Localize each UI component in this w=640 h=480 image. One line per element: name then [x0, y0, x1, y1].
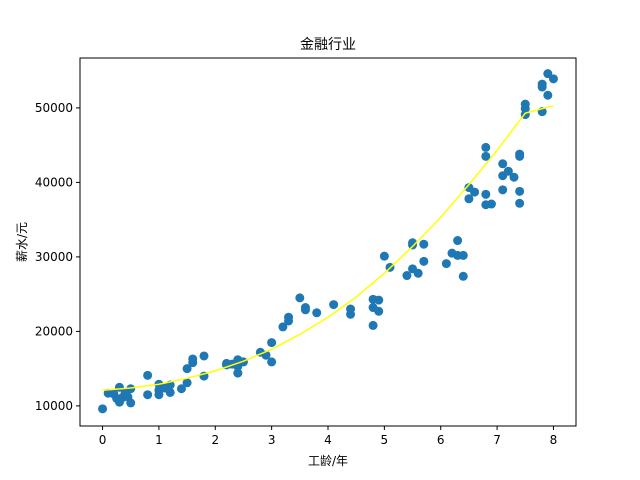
data-point: [515, 186, 525, 196]
data-point: [458, 271, 468, 281]
x-tick-label: 0: [99, 433, 107, 447]
data-point: [419, 239, 429, 249]
data-point: [143, 370, 153, 380]
data-point: [537, 82, 547, 92]
data-point: [453, 236, 463, 246]
data-point: [98, 404, 108, 414]
x-tick-label: 2: [211, 433, 219, 447]
data-point: [233, 368, 243, 378]
data-point: [379, 251, 389, 261]
fit-line: [102, 104, 554, 391]
data-point: [368, 320, 378, 330]
y-tick-label: 10000: [35, 399, 73, 413]
data-point: [486, 199, 496, 209]
data-point: [419, 256, 429, 266]
y-tick-label: 50000: [35, 101, 73, 115]
plot-area: 0 1 2 3 4 5 6 7 8 10000 20000 30000 40000 50000: [35, 57, 577, 447]
data-point: [543, 69, 553, 79]
data-point: [509, 172, 519, 182]
data-point: [199, 351, 209, 361]
data-point: [481, 151, 491, 161]
data-point: [182, 378, 192, 388]
data-point: [464, 194, 474, 204]
data-point: [143, 390, 153, 400]
data-point: [126, 398, 136, 408]
data-point: [374, 295, 384, 305]
data-point: [176, 384, 186, 394]
data-point: [267, 357, 277, 367]
data-point: [165, 387, 175, 397]
y-tick-label: 20000: [35, 324, 73, 338]
y-tick-label: 30000: [35, 250, 73, 264]
x-tick-label: 5: [381, 433, 389, 447]
x-tick-label: 4: [324, 433, 332, 447]
x-tick-label: 1: [155, 433, 163, 447]
data-point: [267, 338, 277, 348]
data-point: [481, 142, 491, 152]
data-point: [470, 187, 480, 197]
data-point: [515, 151, 525, 161]
data-point: [481, 189, 491, 199]
data-point: [300, 305, 310, 315]
y-tick-label: 40000: [35, 175, 73, 189]
x-tick-label: 8: [550, 433, 558, 447]
x-tick-label: 6: [437, 433, 445, 447]
data-point: [498, 159, 508, 169]
data-point: [188, 358, 198, 368]
data-point: [503, 166, 513, 176]
data-point: [284, 316, 294, 326]
data-point: [278, 322, 288, 332]
data-point: [543, 90, 553, 100]
data-point: [408, 240, 418, 250]
data-point: [329, 300, 339, 310]
data-point: [413, 268, 423, 278]
x-axis-label: 工龄/年: [308, 454, 348, 468]
data-point: [498, 185, 508, 195]
x-tick-label: 7: [493, 433, 501, 447]
data-point: [346, 304, 356, 314]
data-point: [182, 364, 192, 374]
y-axis-label: 薪水/元: [15, 222, 29, 262]
data-point: [312, 308, 322, 318]
data-point: [154, 390, 164, 400]
chart-title: 金融行业: [300, 37, 356, 53]
data-point: [295, 293, 305, 303]
data-point: [515, 198, 525, 208]
data-point: [548, 74, 558, 84]
data-point: [402, 271, 412, 281]
data-point: [458, 250, 468, 260]
data-point: [374, 306, 384, 316]
data-point: [441, 259, 451, 269]
x-tick-label: 3: [268, 433, 276, 447]
